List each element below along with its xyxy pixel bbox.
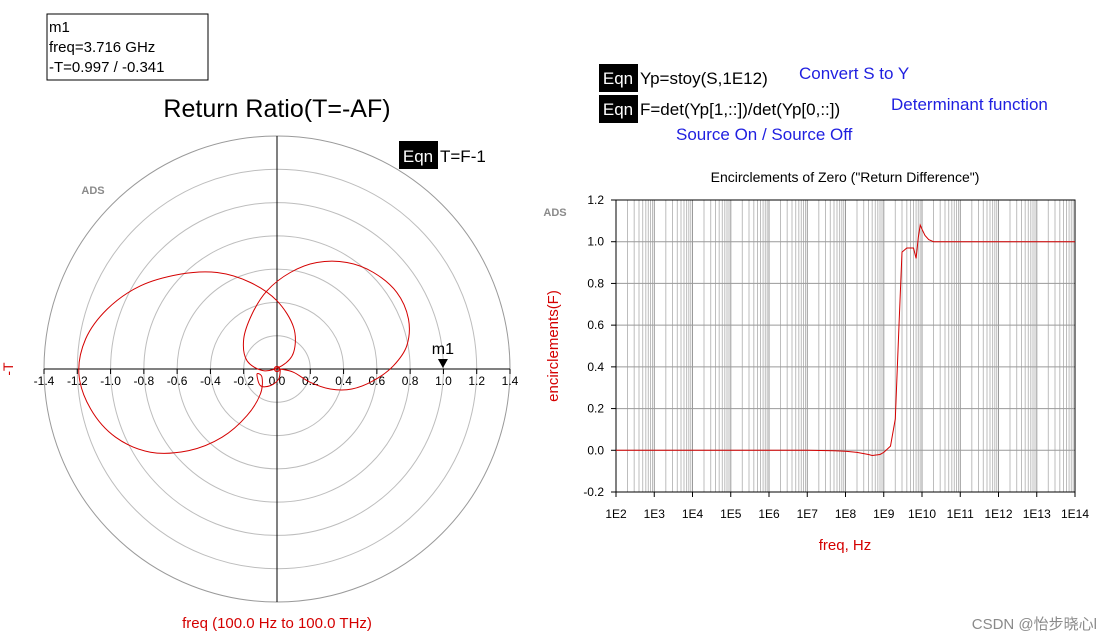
polar-tick-label: 0.4 — [335, 374, 352, 388]
encirclement-y-ticks: -0.2 0.0 0.2 0.4 0.6 0.8 1.0 1.2 — [583, 193, 616, 499]
x-tick-label: 1E6 — [758, 507, 780, 521]
polar-x-label: freq (100.0 Hz to 100.0 THz) — [182, 615, 372, 632]
y-tick-label: 1.0 — [587, 235, 604, 249]
y-tick-label: 0.2 — [587, 402, 604, 416]
encirclement-watermark: ADS — [543, 207, 566, 219]
marker-readout-name: m1 — [49, 19, 70, 36]
x-tick-label: 1E3 — [644, 507, 666, 521]
encirclement-y-label: encirclements(F) — [545, 290, 562, 402]
equation-det-tag: Eqn — [603, 100, 633, 119]
equation-stoy-comment: Convert S to Y — [799, 64, 909, 83]
equation-stoy[interactable]: Eqn Yp=stoy(S,1E12) — [599, 64, 768, 92]
polar-tick-label: 1.2 — [468, 374, 485, 388]
polar-tick-label: 0.8 — [402, 374, 419, 388]
polar-tick-label: 1.0 — [435, 374, 452, 388]
polar-tick-label: -0.6 — [167, 374, 188, 388]
x-tick-label: 1E11 — [947, 507, 974, 521]
x-tick-label: 1E7 — [797, 507, 819, 521]
x-tick-label: 1E4 — [682, 507, 704, 521]
marker-triangle[interactable] — [437, 359, 448, 368]
y-tick-label: 0.8 — [587, 276, 604, 290]
encirclement-chart: Encirclements of Zero ("Return Differenc… — [543, 169, 1089, 554]
x-tick-label: 1E9 — [873, 507, 895, 521]
polar-chart: Return Ratio(T=-AF) ADS Eqn T=F-1 -1.4 -1… — [0, 95, 519, 632]
y-tick-label: -0.2 — [583, 485, 604, 499]
polar-tick-label: -1.0 — [100, 374, 121, 388]
encirclement-x-label: freq, Hz — [819, 537, 872, 554]
polar-title: Return Ratio(T=-AF) — [163, 95, 390, 123]
marker-label: m1 — [432, 341, 454, 358]
marker-readout-freq: freq=3.716 GHz — [49, 39, 155, 56]
x-tick-label: 1E5 — [720, 507, 742, 521]
y-tick-label: 0.0 — [587, 443, 604, 457]
polar-tick-labels: -1.4 -1.2 -1.0 -0.8 -0.6 -0.4 -0.2 0.0 0.2 0.4 0.6… — [34, 369, 519, 388]
x-tick-label: 1E10 — [908, 507, 936, 521]
equation-det[interactable]: Eqn F=det(Yp[1,::])/det(Yp[0,::]) — [599, 95, 840, 123]
x-tick-label: 1E8 — [835, 507, 857, 521]
polar-marker-m1[interactable]: m1 — [432, 341, 454, 368]
equation-det-comment: Determinant function — [891, 95, 1048, 114]
polar-tick-label: 0.2 — [302, 374, 319, 388]
x-tick-label: 1E14 — [1061, 507, 1089, 521]
y-tick-label: 0.4 — [587, 360, 604, 374]
polar-origin-point — [273, 365, 281, 373]
polar-trace-label: -T — [0, 362, 16, 376]
equation-stoy-tag: Eqn — [603, 69, 633, 88]
polar-tick-label: -1.2 — [67, 374, 88, 388]
x-tick-label: 1E12 — [984, 507, 1012, 521]
polar-tick-label: -0.4 — [200, 374, 221, 388]
marker-readout-value: -T=0.997 / -0.341 — [49, 59, 165, 76]
y-tick-label: 0.6 — [587, 318, 604, 332]
polar-trace — [78, 260, 410, 454]
credit-watermark: CSDN @怡步晓心l — [972, 616, 1097, 633]
equations-note: Source On / Source Off — [676, 125, 853, 144]
equation-stoy-expr: Yp=stoy(S,1E12) — [640, 69, 768, 88]
polar-tick-label: -0.2 — [233, 374, 254, 388]
encirclement-grid — [615, 199, 1075, 493]
polar-eqn-expr: T=F-1 — [440, 147, 486, 166]
polar-eqn-tag: Eqn — [403, 147, 433, 166]
polar-eqn[interactable]: Eqn T=F-1 — [399, 141, 486, 169]
polar-tick-label: 1.4 — [502, 374, 519, 388]
y-tick-label: 1.2 — [587, 193, 604, 207]
polar-tick-label: 0.6 — [369, 374, 386, 388]
equation-det-expr: F=det(Yp[1,::])/det(Yp[0,::]) — [640, 100, 840, 119]
encirclement-title: Encirclements of Zero ("Return Differenc… — [711, 169, 980, 185]
polar-tick-label: -1.4 — [34, 374, 55, 388]
x-tick-label: 1E13 — [1023, 507, 1051, 521]
polar-tick-label: -0.8 — [134, 374, 155, 388]
encirclement-x-ticks: 1E2 1E3 1E4 1E5 1E6 1E7 1E8 1E9 1E10 1E11 1E12 1E13… — [605, 492, 1089, 521]
marker-readout[interactable]: m1 freq=3.716 GHz -T=0.997 / -0.341 — [46, 13, 209, 81]
x-tick-label: 1E2 — [605, 507, 627, 521]
polar-watermark: ADS — [81, 185, 104, 197]
equation-block: Eqn Yp=stoy(S,1E12) Convert S to Y Eqn F… — [599, 64, 1048, 144]
encirclement-trace — [616, 223, 1075, 457]
